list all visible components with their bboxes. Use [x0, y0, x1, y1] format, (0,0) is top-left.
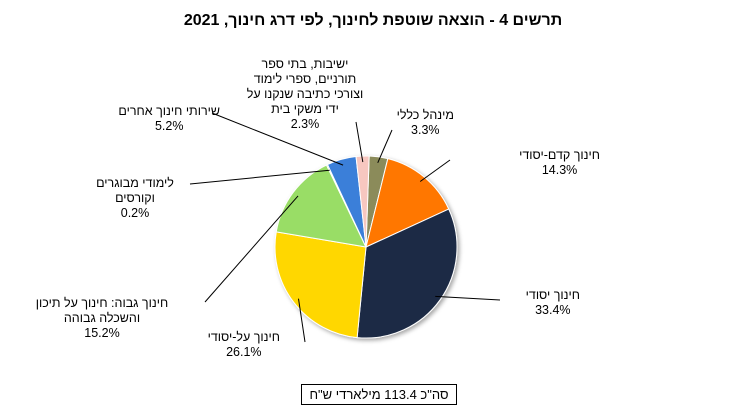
pie-slice-yeshivot [355, 155, 370, 248]
slice-label-secondary: חינוך על-יסודי 26.1% [207, 330, 280, 359]
leader-line-adult [189, 169, 330, 185]
total-note: סה"כ 113.4 מילארדי ש"ח [301, 384, 457, 405]
leader-line-secondary [297, 298, 306, 343]
pie-slice-primary [356, 208, 458, 339]
pie-slice-secondary [274, 231, 367, 339]
slice-label-primary: חינוך יסודי 33.4% [525, 288, 580, 317]
slice-label-adult: לימודי מבוגרים וקורסים 0.2% [96, 176, 174, 220]
leader-line-yeshivot [355, 121, 364, 163]
slice-label-preprimary: חינוך קדם-יסודי 14.3% [519, 148, 600, 177]
leader-line-higher [204, 195, 299, 303]
slice-label-other: שירותי חינוך אחרים 5.2% [118, 104, 220, 133]
leader-line-primary [435, 295, 501, 301]
pie-slice-higher [275, 164, 367, 248]
slice-label-yeshivot: ישיבות, בתי ספר תורניים, ספרי לימוד וצור… [246, 57, 364, 131]
chart-title: תרשים 4 - הוצאה שוטפת לחינוך, לפי דרג חי… [183, 12, 563, 29]
pie-slice-preprimary [365, 158, 450, 248]
leader-line-admin [377, 129, 393, 164]
slice-label-admin: מינהל כללי 3.3% [396, 108, 454, 137]
leader-line-preprimary [419, 159, 451, 182]
leader-line-other [211, 112, 344, 166]
slice-label-higher: חינוך גבוה: חינוך על תיכון והשכלה גבוהה … [35, 296, 169, 340]
